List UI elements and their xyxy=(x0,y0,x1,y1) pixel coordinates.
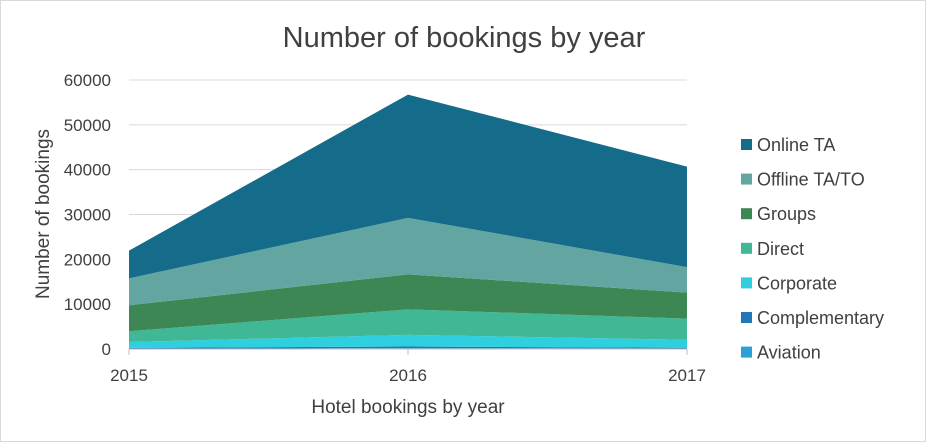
legend-swatch xyxy=(741,312,752,323)
legend-label: Direct xyxy=(757,239,804,259)
legend-swatch xyxy=(741,208,752,220)
legend: Online TA Offline TA/TO Groups Direct Corpor… xyxy=(741,135,884,363)
area-series xyxy=(129,94,687,349)
legend-label: Offline TA/TO xyxy=(757,170,865,190)
y-tick-label: 30000 xyxy=(64,206,111,225)
area-complementary xyxy=(129,346,687,349)
area-groups xyxy=(129,274,687,332)
y-axis-title: Number of bookings xyxy=(33,129,54,299)
legend-label: Groups xyxy=(757,204,816,224)
chart-title: Number of bookings by year xyxy=(283,22,646,54)
y-axis-ticks: 0 10000 20000 30000 40000 50000 60000 xyxy=(64,71,111,359)
y-tick-label: 50000 xyxy=(64,116,111,135)
x-tick-label: 2016 xyxy=(389,366,427,385)
y-tick-label: 60000 xyxy=(64,71,111,90)
area-corporate xyxy=(129,334,687,348)
area-direct xyxy=(129,309,687,343)
legend-swatch xyxy=(741,346,752,358)
legend-swatch xyxy=(741,139,752,150)
legend-label: Aviation xyxy=(757,343,821,363)
legend-label: Online TA xyxy=(757,135,835,155)
area-online-ta xyxy=(129,94,687,279)
y-tick-label: 10000 xyxy=(64,295,111,314)
x-axis-title: Hotel bookings by year xyxy=(311,397,505,418)
x-tick-label: 2017 xyxy=(668,366,706,385)
legend-label: Corporate xyxy=(757,273,837,293)
y-tick-label: 0 xyxy=(102,340,111,359)
x-tick-label: 2015 xyxy=(110,366,148,385)
area-offline-ta-to xyxy=(129,217,687,306)
y-tick-label: 40000 xyxy=(64,161,111,180)
legend-swatch xyxy=(741,242,752,254)
legend-swatch xyxy=(741,173,752,185)
legend-label: Complementary xyxy=(757,308,884,328)
legend-swatch xyxy=(741,277,752,289)
y-tick-label: 20000 xyxy=(64,250,111,269)
x-axis-ticks: 2015 2016 2017 xyxy=(110,348,706,385)
